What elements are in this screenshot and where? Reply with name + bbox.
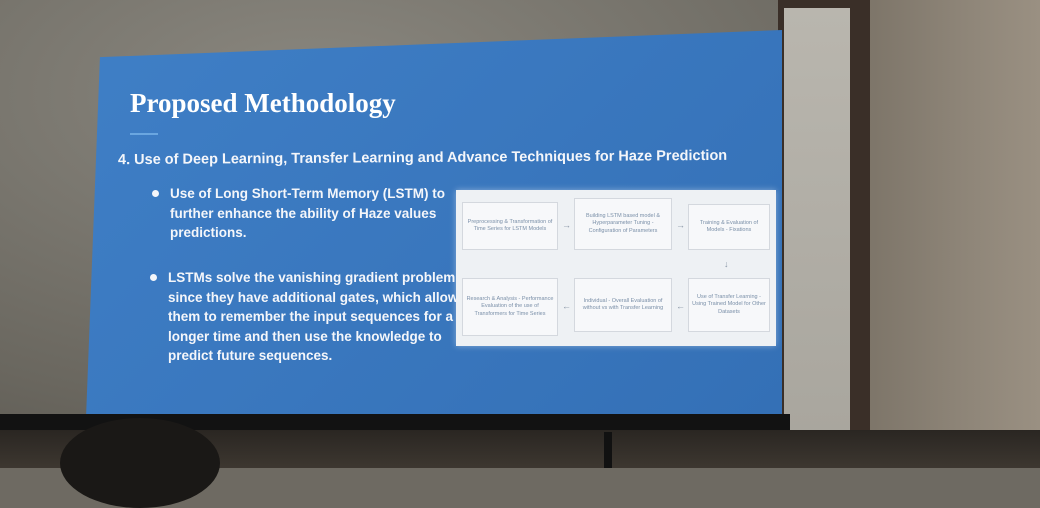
flow-box-research: Research & Analysis - Performance Evalua… bbox=[462, 278, 558, 336]
bullet-text: LSTMs solve the vanishing gradient probl… bbox=[168, 270, 466, 363]
bullet-dot bbox=[150, 274, 157, 281]
bullet-dot bbox=[152, 190, 159, 197]
wall-panel bbox=[784, 8, 850, 432]
screen-stand bbox=[604, 432, 612, 468]
methodology-flowchart: Preprocessing & Transformation of Time S… bbox=[456, 190, 776, 346]
slide-title: Proposed Methodology bbox=[130, 88, 396, 118]
bullet-vanishing-gradient: LSTMs solve the vanishing gradient probl… bbox=[150, 268, 468, 366]
flow-arrow-right: → bbox=[676, 220, 685, 230]
title-underline bbox=[130, 133, 158, 135]
flow-arrow-down: ↓ bbox=[724, 259, 729, 269]
screen-bezel bbox=[0, 414, 790, 430]
flow-box-evaluation: Individual - Overall Evaluation of witho… bbox=[574, 278, 672, 332]
flow-arrow-right: → bbox=[562, 220, 571, 230]
flow-box-training: Training & Evaluation of Models - Fixati… bbox=[688, 204, 770, 250]
flow-box-transfer-learning: Use of Transfer Learning - Using Trained… bbox=[688, 278, 770, 332]
right-wall bbox=[850, 0, 1040, 468]
flow-box-building-lstm: Building LSTM based model & Hyperparamet… bbox=[574, 198, 672, 250]
flow-arrow-left: ← bbox=[562, 301, 571, 311]
bullet-lstm: Use of Long Short-Term Memory (LSTM) to … bbox=[152, 184, 460, 243]
flow-box-preprocessing: Preprocessing & Transformation of Time S… bbox=[462, 202, 558, 250]
audience-head bbox=[60, 418, 220, 508]
bullet-text: Use of Long Short-Term Memory (LSTM) to … bbox=[170, 186, 445, 240]
flow-arrow-left: ← bbox=[676, 301, 685, 311]
